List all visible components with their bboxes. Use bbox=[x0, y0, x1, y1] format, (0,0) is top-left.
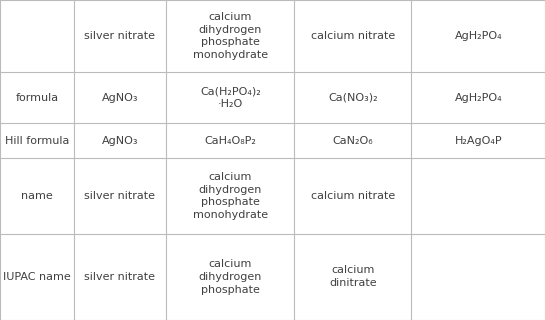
Text: H₂AgO₄P: H₂AgO₄P bbox=[455, 136, 502, 146]
Text: CaH₄O₈P₂: CaH₄O₈P₂ bbox=[204, 136, 256, 146]
Text: formula: formula bbox=[15, 92, 58, 103]
Text: silver nitrate: silver nitrate bbox=[84, 272, 155, 282]
Text: Hill formula: Hill formula bbox=[4, 136, 69, 146]
Text: Ca(H₂PO₄)₂
·H₂O: Ca(H₂PO₄)₂ ·H₂O bbox=[200, 86, 261, 109]
Text: calcium
dihydrogen
phosphate
monohydrate: calcium dihydrogen phosphate monohydrate bbox=[193, 12, 268, 60]
Text: silver nitrate: silver nitrate bbox=[84, 31, 155, 41]
Text: AgH₂PO₄: AgH₂PO₄ bbox=[455, 31, 502, 41]
Text: calcium nitrate: calcium nitrate bbox=[311, 191, 395, 201]
Text: calcium
dihydrogen
phosphate: calcium dihydrogen phosphate bbox=[198, 259, 262, 295]
Text: CaN₂O₆: CaN₂O₆ bbox=[332, 136, 373, 146]
Text: calcium
dihydrogen
phosphate
monohydrate: calcium dihydrogen phosphate monohydrate bbox=[193, 172, 268, 220]
Text: AgNO₃: AgNO₃ bbox=[102, 136, 138, 146]
Text: AgNO₃: AgNO₃ bbox=[102, 92, 138, 103]
Text: name: name bbox=[21, 191, 53, 201]
Text: calcium
dinitrate: calcium dinitrate bbox=[329, 265, 377, 288]
Text: silver nitrate: silver nitrate bbox=[84, 191, 155, 201]
Text: calcium nitrate: calcium nitrate bbox=[311, 31, 395, 41]
Text: Ca(NO₃)₂: Ca(NO₃)₂ bbox=[328, 92, 378, 103]
Text: IUPAC name: IUPAC name bbox=[3, 272, 71, 282]
Text: AgH₂PO₄: AgH₂PO₄ bbox=[455, 92, 502, 103]
